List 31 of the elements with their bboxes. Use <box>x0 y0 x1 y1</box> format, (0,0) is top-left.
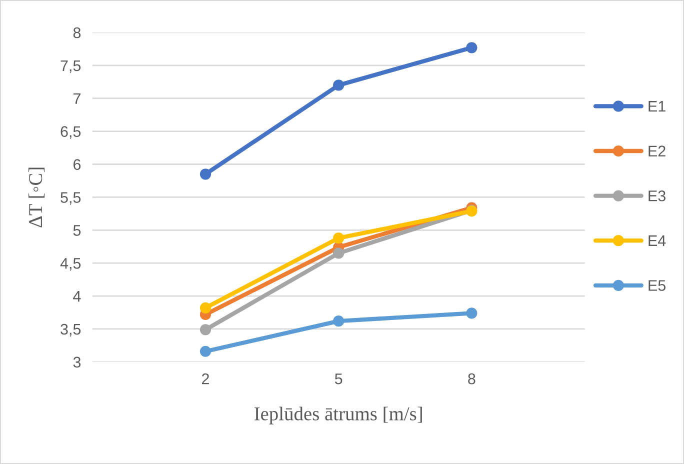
x-tick-label: 8 <box>468 373 476 384</box>
point <box>333 248 344 259</box>
y-tick-label: 8 <box>73 27 81 38</box>
y-tick-label: 7,5 <box>60 60 81 73</box>
y-axis-title: ΔT [◦C] <box>28 168 45 228</box>
y-tick-label: 5,5 <box>60 192 81 205</box>
point <box>466 308 478 319</box>
point <box>466 42 478 54</box>
y-tick-label: 3,5 <box>60 324 81 336</box>
y-tick-label: 7 <box>74 93 80 104</box>
legend-label: E5 <box>648 280 666 291</box>
legend-label: E1 <box>648 101 666 112</box>
point <box>333 232 344 244</box>
point <box>333 80 344 91</box>
point <box>333 316 344 327</box>
x-tick-label: 5 <box>334 374 342 384</box>
point <box>200 346 212 357</box>
legend-label: E2 <box>648 146 666 156</box>
point <box>200 302 212 314</box>
y-tick-label: 6,5 <box>60 126 81 139</box>
y-tick-label: 4,5 <box>60 258 81 271</box>
point <box>200 324 212 336</box>
legend-label: E3 <box>648 190 666 202</box>
legend-label: E4 <box>648 235 666 246</box>
x-tick-label: 2 <box>202 373 209 384</box>
y-tick-label: 5 <box>73 225 81 236</box>
y-tick-label: 6 <box>74 159 81 170</box>
y-tick-label: 3 <box>73 356 81 368</box>
y-tick-label: 4 <box>73 291 81 302</box>
point <box>200 168 212 180</box>
x-axis-title: Ieplūdes ātrums [m/s] <box>254 406 422 424</box>
